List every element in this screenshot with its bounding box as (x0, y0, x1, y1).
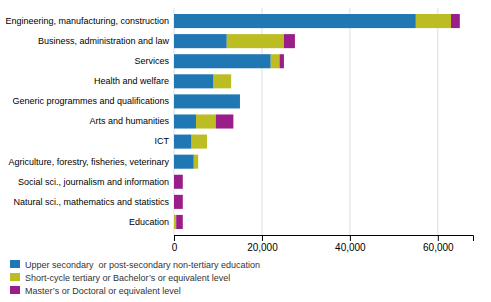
y-tick-label: Natural sci., mathematics and statistics (13, 197, 169, 207)
bar (174, 54, 271, 68)
series (174, 14, 451, 229)
legend-label: Master’s or Doctoral or equivalent level (25, 286, 181, 296)
bar (451, 14, 460, 28)
x-tick-label: 40,000 (335, 242, 366, 253)
grid-line (437, 8, 438, 235)
bar (280, 54, 284, 68)
y-tick-label: Engineering, manufacturing, construction (5, 16, 169, 26)
legend-swatch (10, 260, 20, 268)
y-tick-label: Education (129, 217, 169, 227)
bar (416, 14, 451, 28)
bar (174, 94, 240, 108)
bar (214, 74, 232, 88)
x-tick-label: 20,000 (247, 242, 278, 253)
chart-container: 0 20,000 40,000 60,000 Engineering, manufact… (0, 0, 491, 302)
legend-item: Master’s or Doctoral or equivalent level (10, 286, 181, 296)
bar (239, 94, 240, 108)
y-tick: Arts and humanities (89, 116, 169, 126)
bar (174, 74, 214, 88)
legend-swatch (10, 273, 20, 281)
y-tick: Education (129, 217, 169, 227)
bar (174, 155, 194, 169)
y-tick: Health and welfare (94, 76, 169, 86)
bar (174, 215, 176, 229)
y-tick: Agriculture, forestry, fisheries, veteri… (9, 157, 170, 167)
bar (284, 34, 295, 48)
bar (206, 135, 207, 149)
x-axis: 0 20,000 40,000 60,000 (172, 235, 474, 253)
legend-item: Upper secondary or post-secondary non-te… (10, 260, 260, 270)
y-axis: Engineering, manufacturing, construction… (5, 16, 169, 227)
y-tick: Natural sci., mathematics and statistics (13, 197, 169, 207)
y-tick: Business, administration and law (38, 36, 170, 46)
bar (176, 215, 183, 229)
bar (192, 135, 207, 149)
y-tick-label: Generic programmes and qualifications (12, 96, 169, 106)
bar (227, 34, 284, 48)
bar (239, 94, 240, 108)
x-tick-label: 0 (172, 242, 178, 253)
bar (174, 175, 183, 189)
legend-label: Short-cycle tertiary or Bachelor’s or eq… (25, 273, 230, 283)
y-tick: Services (134, 56, 169, 66)
grid-line (349, 8, 350, 235)
bar (196, 114, 216, 128)
bar (174, 135, 192, 149)
y-tick: Generic programmes and qualifications (12, 96, 169, 106)
x-tick-mark (350, 235, 351, 241)
x-tick: 0 (172, 235, 178, 253)
bar (174, 34, 227, 48)
bar (216, 114, 234, 128)
x-tick: 40,000 (335, 235, 366, 253)
x-tick: 20,000 (247, 235, 278, 253)
x-tick: 60,000 (423, 235, 454, 253)
x-tick-mark (262, 235, 263, 241)
y-tick-label: ICT (155, 136, 170, 146)
bars (174, 14, 460, 229)
legend: Upper secondary or post-secondary non-te… (10, 260, 260, 296)
y-tick: ICT (155, 136, 170, 146)
grid (174, 8, 438, 235)
y-tick-label: Arts and humanities (89, 116, 169, 126)
y-tick-label: Services (134, 56, 169, 66)
y-tick-label: Social sci., journalism and information (18, 177, 169, 187)
plot: 0 20,000 40,000 60,000 Engineering, manufact… (5, 8, 473, 253)
legend-swatch (10, 286, 20, 294)
series (174, 14, 460, 229)
y-tick-label: Health and welfare (94, 76, 169, 86)
chart: 0 20,000 40,000 60,000 Engineering, manufact… (0, 0, 491, 302)
bar (174, 114, 196, 128)
y-tick: Social sci., journalism and information (18, 177, 169, 187)
bar (271, 54, 280, 68)
y-tick: Engineering, manufacturing, construction (5, 16, 169, 26)
bar (194, 155, 198, 169)
bar (174, 14, 416, 28)
bar (174, 195, 183, 209)
bar (198, 155, 199, 169)
x-axis-line (175, 236, 474, 242)
series (174, 14, 416, 169)
y-tick-label: Business, administration and law (38, 36, 170, 46)
y-tick-label: Agriculture, forestry, fisheries, veteri… (9, 157, 170, 167)
x-tick-label: 60,000 (423, 242, 454, 253)
legend-item: Short-cycle tertiary or Bachelor’s or eq… (10, 273, 230, 283)
x-tick-mark (438, 235, 439, 241)
legend-label: Upper secondary or post-secondary non-te… (25, 260, 260, 270)
bar (231, 74, 232, 88)
x-tick-mark (174, 235, 175, 241)
